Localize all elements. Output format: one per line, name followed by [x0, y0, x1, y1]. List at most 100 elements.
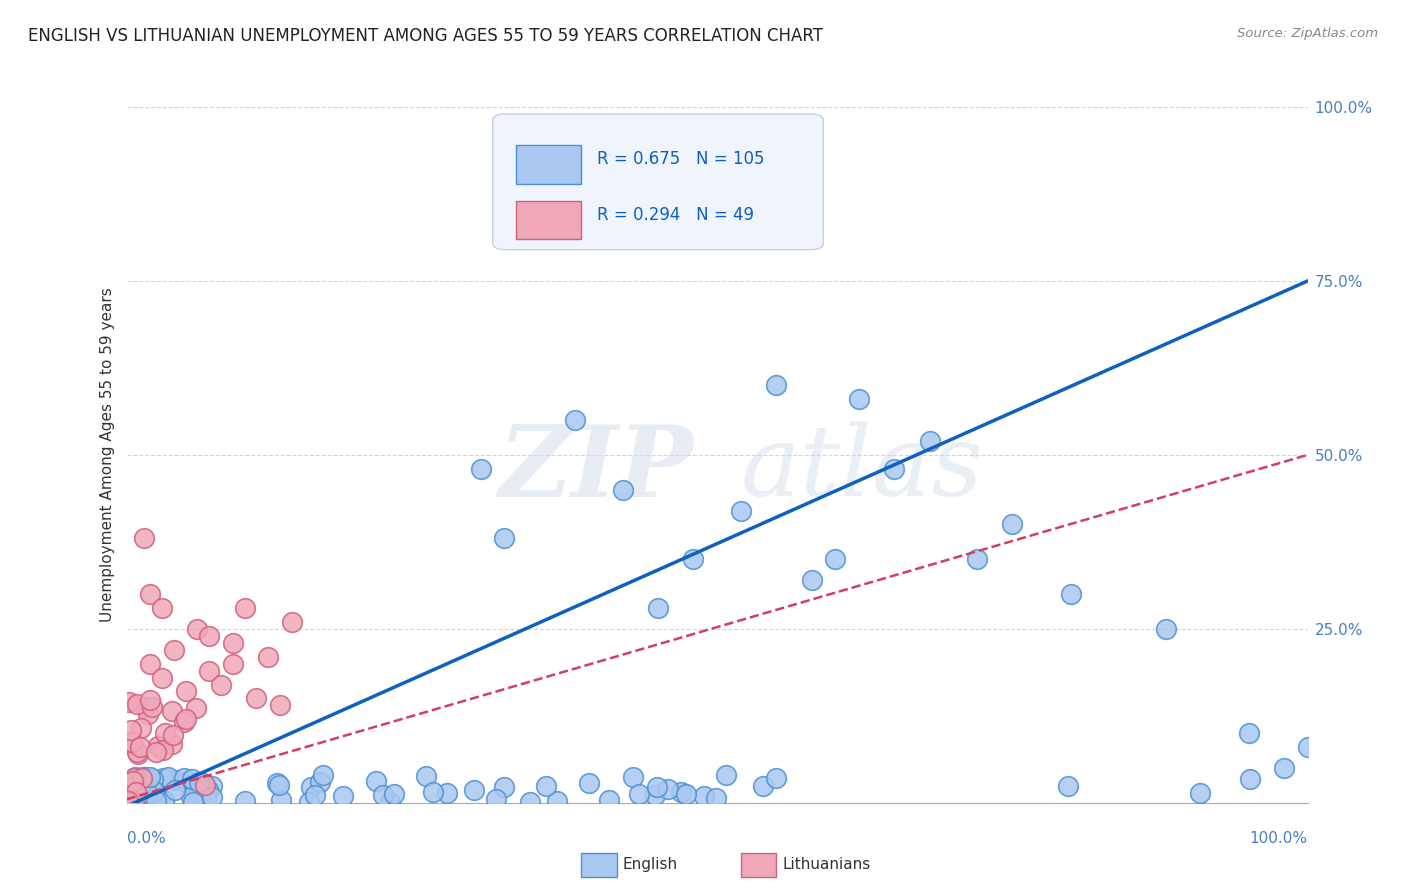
Point	[332, 789, 354, 803]
Point	[485, 792, 508, 806]
Point	[131, 776, 153, 790]
Point	[152, 793, 174, 807]
Bar	[741, 853, 776, 877]
Point	[848, 392, 870, 407]
Point	[1057, 780, 1080, 794]
Point	[222, 657, 245, 671]
Point	[173, 771, 195, 785]
Point	[165, 783, 187, 797]
Point	[267, 778, 290, 792]
Point	[165, 772, 187, 787]
Point	[160, 737, 183, 751]
Point	[152, 742, 174, 756]
Point	[195, 791, 218, 805]
Point	[174, 712, 197, 726]
Point	[765, 772, 787, 786]
Point	[378, 795, 401, 809]
Point	[145, 745, 167, 759]
Point	[233, 794, 256, 808]
Point	[162, 728, 184, 742]
Point	[146, 739, 169, 753]
Point	[118, 695, 141, 709]
Point	[564, 413, 586, 427]
Point	[141, 787, 163, 801]
Point	[463, 782, 485, 797]
Point	[692, 789, 714, 804]
Point	[436, 786, 458, 800]
Text: R = 0.294   N = 49: R = 0.294 N = 49	[596, 206, 754, 224]
Point	[621, 771, 644, 785]
Point	[122, 795, 145, 809]
Point	[127, 745, 149, 759]
Point	[120, 723, 142, 738]
Point	[174, 684, 197, 698]
Point	[153, 726, 176, 740]
Point	[153, 794, 176, 808]
Point	[136, 786, 159, 800]
Point	[1296, 740, 1319, 755]
Point	[129, 739, 152, 754]
Point	[675, 788, 697, 802]
Point	[124, 770, 146, 784]
Point	[197, 782, 219, 797]
Point	[1272, 761, 1295, 775]
Point	[121, 774, 143, 789]
Point	[141, 699, 163, 714]
Point	[145, 794, 167, 808]
Point	[136, 784, 159, 798]
Point	[534, 779, 557, 793]
Point	[257, 649, 280, 664]
Point	[191, 776, 214, 790]
Point	[121, 735, 143, 749]
Point	[132, 770, 155, 784]
Text: English: English	[623, 857, 678, 872]
Point	[150, 601, 173, 615]
Point	[492, 780, 515, 794]
Text: 100.0%: 100.0%	[1250, 830, 1308, 846]
Point	[752, 779, 775, 793]
Point	[704, 790, 727, 805]
Point	[198, 664, 221, 678]
Point	[129, 721, 152, 735]
Point	[800, 573, 823, 587]
Point	[1189, 786, 1212, 800]
Point	[1239, 772, 1261, 787]
Point	[546, 794, 568, 808]
Text: Lithuanians: Lithuanians	[782, 857, 870, 872]
Point	[266, 776, 288, 790]
Point	[1060, 587, 1083, 601]
Point	[304, 788, 326, 802]
Point	[122, 794, 145, 808]
Point	[598, 793, 620, 807]
Point	[127, 698, 149, 712]
Point	[671, 785, 693, 799]
Point	[163, 642, 186, 657]
Point	[298, 795, 321, 809]
Bar	[516, 201, 581, 239]
Bar	[581, 853, 617, 877]
Point	[118, 789, 141, 803]
Point	[143, 784, 166, 798]
Point	[134, 770, 156, 784]
Point	[730, 503, 752, 517]
Point	[198, 629, 221, 643]
Point	[186, 622, 208, 636]
Point	[612, 483, 634, 497]
Point	[122, 771, 145, 785]
Point	[209, 677, 232, 691]
Point	[201, 779, 224, 793]
Point	[222, 636, 245, 650]
Y-axis label: Unemployment Among Ages 55 to 59 years: Unemployment Among Ages 55 to 59 years	[100, 287, 115, 623]
Point	[233, 601, 256, 615]
Text: ENGLISH VS LITHUANIAN UNEMPLOYMENT AMONG AGES 55 TO 59 YEARS CORRELATION CHART: ENGLISH VS LITHUANIAN UNEMPLOYMENT AMONG…	[28, 27, 823, 45]
Point	[124, 788, 146, 802]
Point	[373, 789, 395, 803]
Point	[139, 780, 162, 794]
Bar	[516, 145, 581, 184]
Point	[131, 771, 153, 785]
Point	[1001, 517, 1024, 532]
Point	[173, 714, 195, 729]
Point	[160, 704, 183, 718]
Point	[121, 785, 143, 799]
Point	[118, 774, 141, 789]
